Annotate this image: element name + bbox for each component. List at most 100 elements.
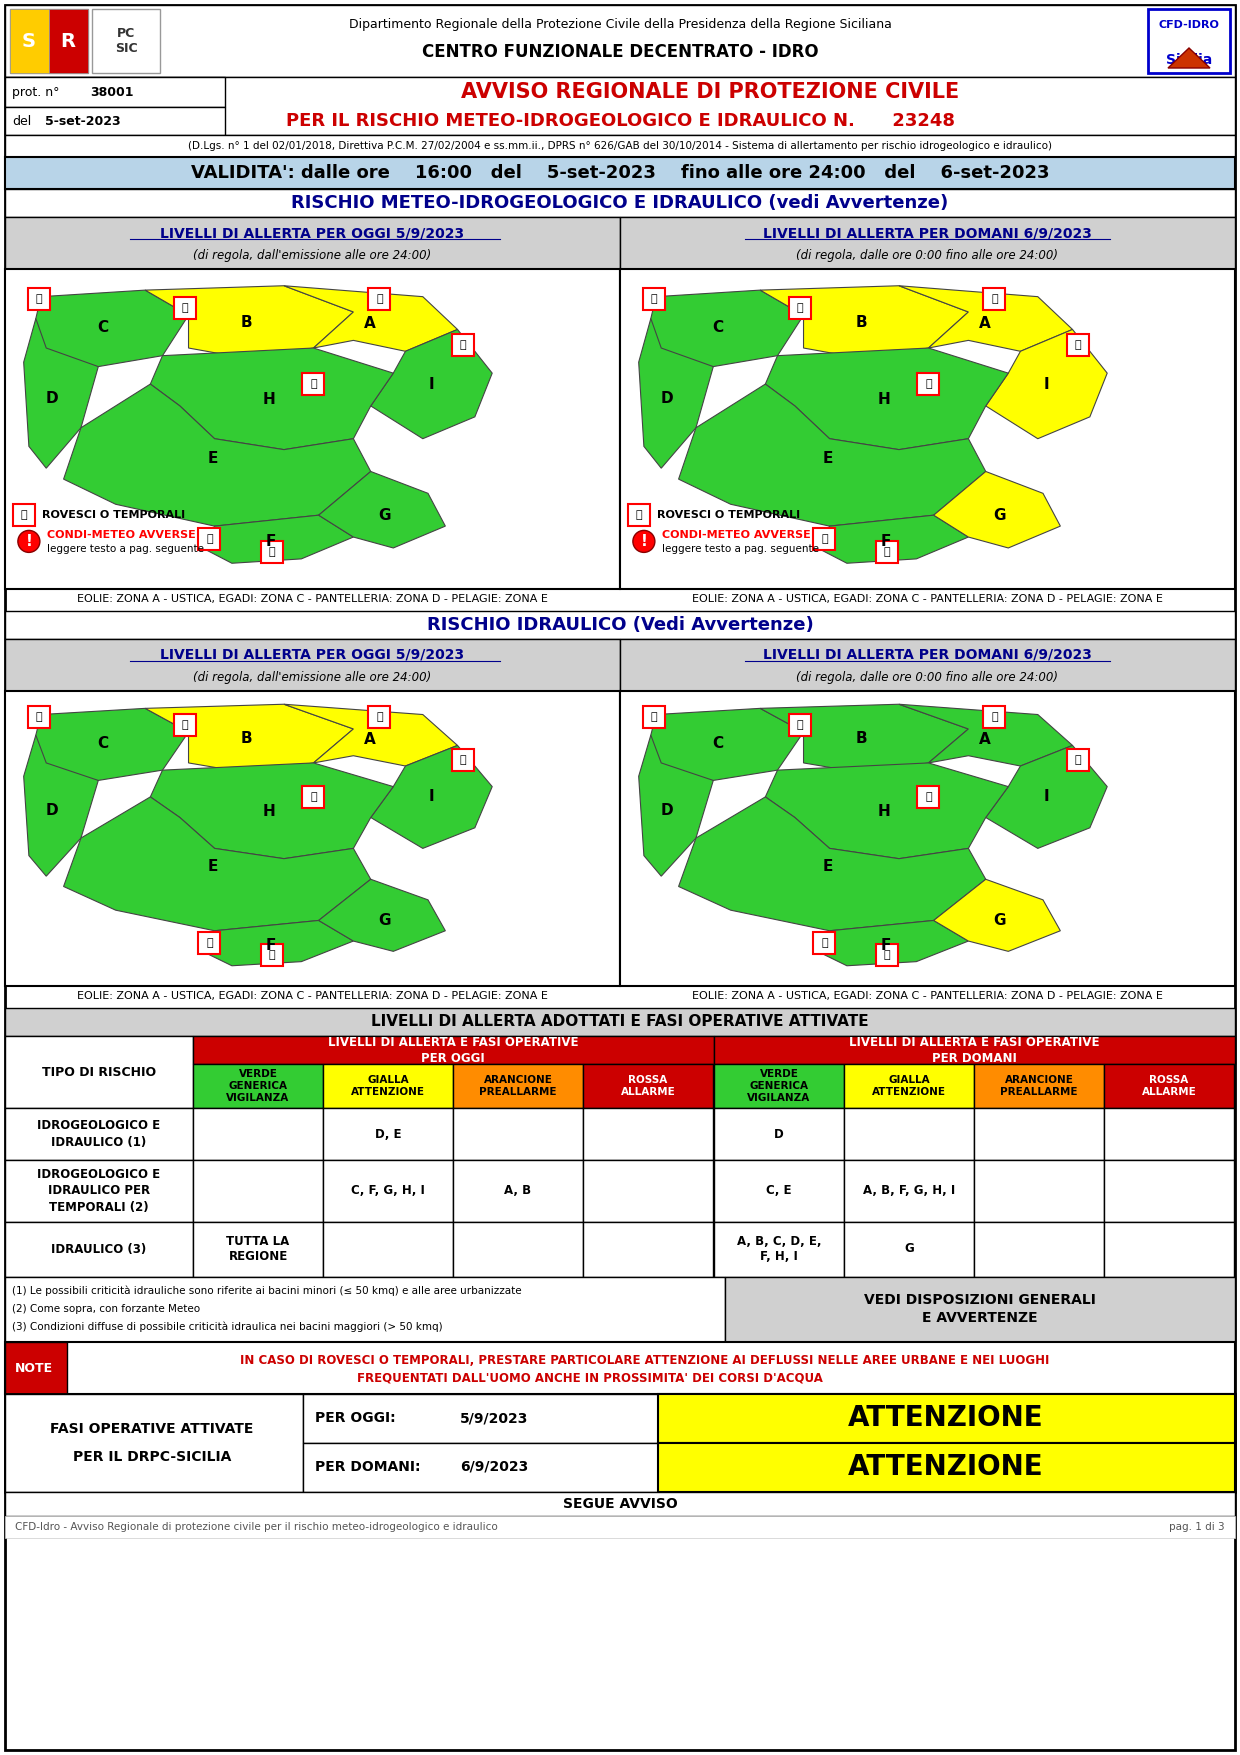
Bar bbox=[451, 749, 474, 770]
Bar bbox=[714, 1221, 844, 1278]
Text: TUTTA LA
REGIONE: TUTTA LA REGIONE bbox=[227, 1236, 290, 1264]
Text: B: B bbox=[856, 732, 867, 746]
Text: IDROGEOLOGICO E
IDRAULICO (1): IDROGEOLOGICO E IDRAULICO (1) bbox=[37, 1120, 160, 1150]
Polygon shape bbox=[371, 746, 492, 848]
Text: VALIDITA': dalle ore    16:00   del    5-set-2023    fino alle ore 24:00   del  : VALIDITA': dalle ore 16:00 del 5-set-202… bbox=[191, 163, 1049, 183]
Text: A, B: A, B bbox=[505, 1185, 532, 1197]
Polygon shape bbox=[760, 704, 968, 774]
Text: ⛈: ⛈ bbox=[206, 939, 213, 948]
Bar bbox=[583, 1221, 713, 1278]
Text: E: E bbox=[823, 451, 833, 465]
Text: B: B bbox=[241, 732, 252, 746]
Text: C, F, G, H, I: C, F, G, H, I bbox=[351, 1185, 425, 1197]
Bar bbox=[789, 297, 811, 319]
Bar bbox=[5, 1221, 193, 1278]
Bar bbox=[5, 611, 1235, 639]
Bar bbox=[5, 107, 224, 135]
Text: PER DOMANI:: PER DOMANI: bbox=[315, 1460, 420, 1474]
Text: PER OGGI:: PER OGGI: bbox=[315, 1411, 396, 1425]
Bar bbox=[303, 1393, 658, 1443]
Bar bbox=[973, 1064, 1104, 1107]
Text: ⛈: ⛈ bbox=[1074, 340, 1081, 349]
Bar bbox=[453, 1107, 583, 1160]
Bar bbox=[875, 944, 898, 967]
Polygon shape bbox=[899, 704, 1073, 765]
Bar bbox=[368, 706, 391, 728]
Bar bbox=[198, 932, 221, 955]
Text: ROSSA
ALLARME: ROSSA ALLARME bbox=[621, 1076, 676, 1097]
Bar bbox=[620, 639, 1235, 691]
Text: ⛈: ⛈ bbox=[797, 720, 804, 730]
Text: IDRAULICO (3): IDRAULICO (3) bbox=[51, 1243, 146, 1255]
Bar bbox=[322, 1221, 453, 1278]
Text: (1) Le possibili criticità idrauliche sono riferite ai bacini minori (≤ 50 kmq) : (1) Le possibili criticità idrauliche so… bbox=[12, 1286, 522, 1297]
Bar bbox=[583, 1160, 713, 1221]
Polygon shape bbox=[202, 516, 353, 563]
Text: A: A bbox=[365, 316, 376, 332]
Bar bbox=[368, 288, 391, 311]
Text: ⛈: ⛈ bbox=[1074, 755, 1081, 765]
Text: ARANCIONE
PREALLARME: ARANCIONE PREALLARME bbox=[1001, 1076, 1078, 1097]
Text: (D.Lgs. n° 1 del 02/01/2018, Direttiva P.C.M. 27/02/2004 e ss.mm.ii., DPRS n° 62: (D.Lgs. n° 1 del 02/01/2018, Direttiva P… bbox=[188, 140, 1052, 151]
Bar bbox=[983, 706, 1006, 728]
Bar bbox=[29, 288, 51, 311]
Text: ⛈: ⛈ bbox=[459, 340, 466, 349]
Text: C: C bbox=[97, 319, 108, 335]
Text: CFD-IDRO: CFD-IDRO bbox=[1158, 19, 1219, 30]
Text: ⛈: ⛈ bbox=[206, 534, 213, 544]
Polygon shape bbox=[765, 347, 1008, 449]
Polygon shape bbox=[63, 384, 371, 526]
Text: F: F bbox=[880, 937, 890, 953]
Bar bbox=[644, 706, 666, 728]
Polygon shape bbox=[651, 290, 804, 367]
Bar bbox=[620, 218, 1235, 269]
Text: VEDI DISPOSIZIONI GENERALI
E AVVERTENZE: VEDI DISPOSIZIONI GENERALI E AVVERTENZE bbox=[864, 1293, 1096, 1325]
Text: ⛈: ⛈ bbox=[269, 548, 275, 558]
Text: LIVELLI DI ALLERTA E FASI OPERATIVE
PER OGGI: LIVELLI DI ALLERTA E FASI OPERATIVE PER … bbox=[327, 1035, 578, 1065]
Text: ⛈: ⛈ bbox=[651, 293, 657, 304]
Bar bbox=[1104, 1064, 1234, 1107]
Text: ATTENZIONE: ATTENZIONE bbox=[848, 1453, 1044, 1481]
Text: TIPO DI RISCHIO: TIPO DI RISCHIO bbox=[42, 1065, 156, 1079]
Bar bbox=[1104, 1107, 1234, 1160]
Text: GIALLA
ATTENZIONE: GIALLA ATTENZIONE bbox=[872, 1076, 946, 1097]
Text: ⛈: ⛈ bbox=[182, 302, 188, 312]
Text: EOLIE: ZONA A - USTICA, EGADI: ZONA C - PANTELLERIA: ZONA D - PELAGIE: ZONA E: EOLIE: ZONA A - USTICA, EGADI: ZONA C - … bbox=[77, 992, 547, 1000]
Text: ⛈: ⛈ bbox=[376, 711, 383, 721]
Bar bbox=[10, 9, 88, 74]
Text: RISCHIO METEO-IDROGEOLOGICO E IDRAULICO (vedi Avvertenze): RISCHIO METEO-IDROGEOLOGICO E IDRAULICO … bbox=[291, 195, 949, 212]
Text: I: I bbox=[1043, 377, 1049, 391]
Text: ROVESCI O TEMPORALI: ROVESCI O TEMPORALI bbox=[657, 511, 800, 519]
Text: ROVESCI O TEMPORALI: ROVESCI O TEMPORALI bbox=[42, 511, 185, 519]
Text: leggere testo a pag. seguente: leggere testo a pag. seguente bbox=[662, 544, 818, 555]
Polygon shape bbox=[765, 763, 1008, 858]
Bar bbox=[193, 1064, 322, 1107]
Bar bbox=[658, 1393, 1235, 1443]
Bar bbox=[918, 374, 940, 395]
Bar bbox=[714, 1160, 844, 1221]
Bar bbox=[844, 1107, 973, 1160]
Text: Sicilia: Sicilia bbox=[1166, 53, 1213, 67]
Text: G: G bbox=[993, 913, 1006, 928]
Text: G: G bbox=[378, 507, 391, 523]
Text: 6/9/2023: 6/9/2023 bbox=[460, 1460, 528, 1474]
Bar bbox=[714, 1107, 844, 1160]
Text: del: del bbox=[12, 114, 31, 128]
Text: ⛈: ⛈ bbox=[310, 792, 316, 802]
Bar bbox=[5, 1492, 1235, 1516]
Text: S: S bbox=[22, 32, 36, 51]
Bar bbox=[875, 541, 898, 563]
Text: leggere testo a pag. seguente: leggere testo a pag. seguente bbox=[47, 544, 203, 555]
Text: (di regola, dall'emissione alle ore 24:00): (di regola, dall'emissione alle ore 24:0… bbox=[193, 249, 432, 261]
Bar bbox=[714, 1035, 1235, 1064]
Text: !: ! bbox=[640, 534, 647, 549]
Bar bbox=[5, 190, 1235, 218]
Bar bbox=[583, 1064, 713, 1107]
Bar bbox=[10, 9, 50, 74]
Text: ⛈: ⛈ bbox=[884, 951, 890, 960]
Text: G: G bbox=[993, 507, 1006, 523]
Text: I: I bbox=[1043, 790, 1049, 804]
Bar bbox=[453, 1221, 583, 1278]
Text: LIVELLI DI ALLERTA PER OGGI 5/9/2023: LIVELLI DI ALLERTA PER OGGI 5/9/2023 bbox=[160, 226, 464, 240]
Text: (2) Come sopra, con forzante Meteo: (2) Come sopra, con forzante Meteo bbox=[12, 1304, 200, 1314]
